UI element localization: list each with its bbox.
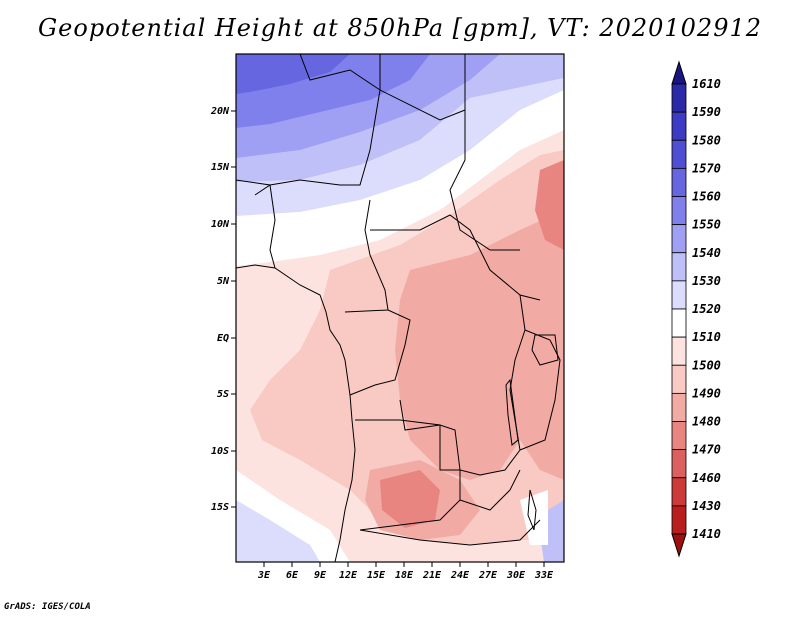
white-region-1510 xyxy=(236,90,564,266)
colorbar-label: 1470 xyxy=(692,443,721,457)
colorbar-box xyxy=(671,167,687,197)
border-tanzania xyxy=(519,329,561,451)
colorbar-label: 1480 xyxy=(692,415,721,429)
colorbar-box xyxy=(671,505,687,535)
white-region-southeast xyxy=(520,490,548,545)
border-angola xyxy=(355,419,461,531)
colorbar-label: 1610 xyxy=(692,77,721,91)
lat-tick-label: EQ xyxy=(217,333,229,344)
pink-region-1470 xyxy=(380,470,440,528)
lon-tick-label: 12E xyxy=(339,570,358,581)
colorbar-box xyxy=(671,477,687,507)
border-sudan xyxy=(449,110,520,251)
border-congo xyxy=(349,309,411,396)
colorbar-box xyxy=(671,421,687,451)
lat-tick-label: 15N xyxy=(211,162,230,173)
colorbar-box xyxy=(671,196,687,226)
blue-region-1520 xyxy=(236,78,564,216)
height-field xyxy=(236,54,564,562)
lon-tick-label: 15E xyxy=(367,570,386,581)
colorbar-label: 1520 xyxy=(692,302,721,316)
lat-axis: 20N 15N 10N 5N EQ 5S 10S 15S xyxy=(210,106,236,513)
colorbar-label: 1510 xyxy=(692,330,721,344)
map-frame xyxy=(235,53,565,563)
border-nigeria xyxy=(236,179,276,269)
colorbar-top-triangle xyxy=(671,60,687,85)
lake-tanganyika xyxy=(505,378,519,446)
pink-region-1470b xyxy=(535,160,564,250)
lat-tick-label: 5N xyxy=(217,276,230,287)
lon-tick-label: 18E xyxy=(395,570,414,581)
blue-region-south xyxy=(236,500,320,562)
colorbar-label: 1560 xyxy=(692,190,721,204)
blue-region-southeast xyxy=(540,500,564,562)
colorbar-box xyxy=(671,139,687,169)
colorbar-label: 1490 xyxy=(692,386,721,400)
lon-tick-label: 24E xyxy=(450,570,470,581)
border-south xyxy=(359,519,541,546)
colorbar: 1610 1590 1580 1570 1560 1550 1540 1530 1520 1510… xyxy=(671,60,721,558)
colorbar-box xyxy=(671,364,687,394)
border-chad xyxy=(379,54,466,121)
map-title: Geopotential Height at 850hPa [gpm], VT:… xyxy=(38,14,762,42)
colorbar-label: 1530 xyxy=(692,274,721,288)
blue-region-1560 xyxy=(236,54,350,94)
border-cameroon xyxy=(344,199,389,313)
lat-tick-label: 10S xyxy=(211,446,229,457)
lat-tick-label: 20N xyxy=(210,106,230,117)
colorbar-box xyxy=(671,392,687,422)
pink-region-1480 xyxy=(395,210,564,480)
colorbar-box xyxy=(671,252,687,282)
lon-tick-label: 27E xyxy=(478,570,498,581)
coastline xyxy=(236,264,356,562)
lon-tick-label: 30E xyxy=(506,570,526,581)
colorbar-label: 1580 xyxy=(692,133,721,147)
lat-tick-label: 5S xyxy=(217,389,229,400)
country-boundaries xyxy=(236,54,561,562)
colorbar-label: 1550 xyxy=(692,218,721,232)
border-egypt-libya xyxy=(299,54,381,91)
colorbar-label: 1540 xyxy=(692,246,721,260)
colorbar-label: 1410 xyxy=(692,527,721,541)
colorbar-box xyxy=(671,308,687,338)
colorbar-box xyxy=(671,224,687,254)
lake-malawi xyxy=(527,489,537,531)
grads-credit: GrADS: IGES/COLA xyxy=(4,602,91,612)
lon-tick-label: 3E xyxy=(257,570,271,581)
border-zambia xyxy=(459,469,521,511)
lon-tick-label: 9E xyxy=(314,570,327,581)
lake-victoria xyxy=(531,334,559,366)
colorbar-box xyxy=(671,83,687,113)
colorbar-box xyxy=(671,111,687,141)
lat-tick-label: 15S xyxy=(211,502,229,513)
lon-tick-label: 6E xyxy=(286,570,299,581)
colorbar-bottom-triangle xyxy=(671,533,687,558)
colorbar-box xyxy=(671,449,687,479)
colorbar-label: 1570 xyxy=(692,161,721,175)
lon-tick-label: 33E xyxy=(534,570,554,581)
colorbar-label: 1590 xyxy=(692,105,721,119)
colorbar-box xyxy=(671,336,687,366)
colorbar-label: 1460 xyxy=(692,471,721,485)
lat-tick-label: 10N xyxy=(211,219,230,230)
lon-axis: 3E 6E 9E 12E 15E 18E 21E 24E 27E 30E 33E xyxy=(257,562,554,581)
colorbar-label: 1500 xyxy=(692,358,721,372)
colorbar-box xyxy=(671,280,687,310)
colorbar-label: 1430 xyxy=(692,499,721,513)
lon-tick-label: 21E xyxy=(422,570,442,581)
